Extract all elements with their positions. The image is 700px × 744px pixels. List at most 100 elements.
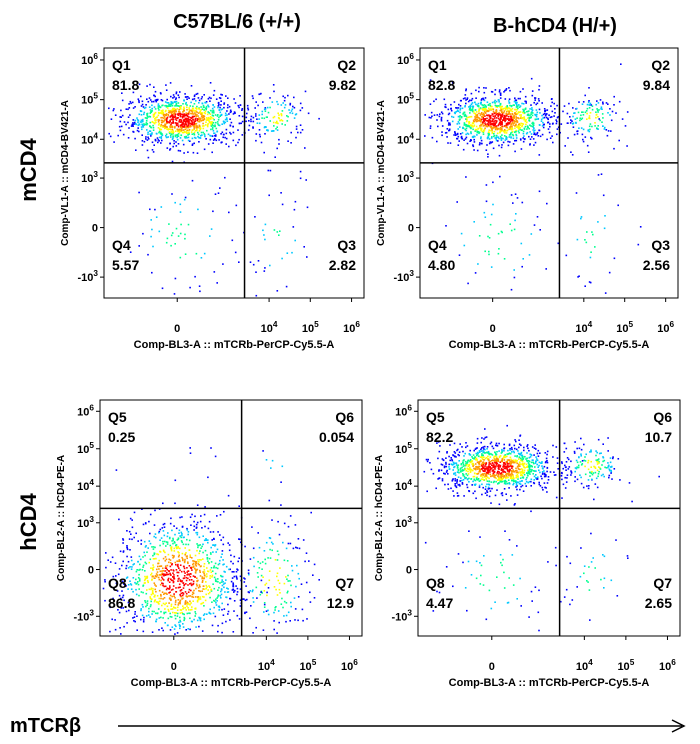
- event-dot: [214, 137, 216, 140]
- event-dot: [522, 258, 524, 260]
- event-dot: [596, 127, 598, 129]
- event-dot: [274, 609, 276, 611]
- event-dot: [505, 125, 507, 128]
- event-dot: [551, 101, 553, 104]
- event-dot: [255, 586, 258, 589]
- event-dot: [251, 526, 253, 528]
- event-dot: [128, 127, 130, 129]
- event-dot: [567, 458, 570, 461]
- event-dot: [203, 252, 206, 255]
- event-dot: [169, 148, 172, 150]
- event-dot: [246, 104, 249, 107]
- event-dot: [189, 603, 191, 606]
- event-dot: [143, 140, 146, 143]
- event-dot: [294, 113, 297, 116]
- event-dot: [172, 116, 174, 119]
- event-dot: [495, 117, 498, 119]
- event-dot: [474, 116, 476, 118]
- event-dot: [175, 527, 178, 530]
- event-dot: [171, 114, 173, 116]
- event-dot: [496, 445, 499, 447]
- event-dot: [195, 562, 198, 565]
- event-dot: [175, 599, 177, 602]
- event-dot: [289, 103, 291, 106]
- event-dot: [447, 473, 449, 475]
- event-dot: [228, 568, 230, 571]
- event-dot: [516, 475, 518, 478]
- event-dot: [524, 95, 527, 98]
- event-dot: [241, 108, 244, 110]
- event-dot: [447, 483, 449, 486]
- event-dot: [164, 118, 167, 121]
- event-dot: [140, 126, 143, 128]
- event-dot: [508, 122, 510, 125]
- event-dot: [161, 116, 164, 119]
- x-tick-label: 105: [302, 320, 319, 335]
- event-dot: [528, 468, 531, 470]
- event-dot: [543, 482, 546, 484]
- event-dot: [104, 599, 106, 602]
- event-dot: [478, 118, 481, 120]
- event-dot: [112, 597, 114, 600]
- event-dot: [137, 581, 139, 583]
- event-dot: [488, 138, 491, 140]
- event-dot: [158, 617, 161, 619]
- event-dot: [448, 455, 450, 458]
- event-dot: [457, 135, 460, 138]
- quadrant-name: Q4: [428, 237, 447, 253]
- event-dot: [241, 120, 244, 123]
- event-dot: [430, 468, 433, 471]
- event-dot: [151, 110, 153, 112]
- event-dot: [456, 465, 459, 467]
- event-dot: [462, 469, 465, 471]
- event-dot: [175, 145, 178, 147]
- event-dot: [511, 120, 513, 122]
- event-dot: [223, 570, 225, 573]
- event-dot: [515, 440, 517, 443]
- event-dot: [188, 107, 190, 109]
- event-dot: [151, 592, 154, 595]
- event-dot: [263, 611, 265, 613]
- event-dot: [175, 124, 178, 127]
- event-dot: [267, 587, 270, 589]
- event-dot: [548, 114, 550, 116]
- event-dot: [488, 129, 490, 131]
- event-dot: [203, 111, 206, 114]
- event-dot: [142, 620, 145, 623]
- event-dot: [121, 590, 123, 592]
- event-dot: [491, 132, 494, 134]
- event-dot: [177, 129, 179, 131]
- event-dot: [541, 102, 543, 104]
- event-dots: [424, 63, 642, 294]
- event-dot: [563, 105, 566, 107]
- event-dot: [466, 478, 469, 480]
- event-dot: [171, 626, 174, 628]
- event-dot: [527, 110, 529, 113]
- event-dot: [196, 585, 198, 587]
- event-dot: [497, 478, 500, 481]
- event-dot: [510, 469, 513, 472]
- event-dot: [209, 134, 211, 137]
- event-dot: [170, 136, 172, 138]
- event-dot: [607, 112, 609, 114]
- event-dot: [196, 92, 199, 95]
- event-dot: [232, 562, 234, 565]
- event-dot: [155, 601, 158, 603]
- event-dot: [445, 461, 447, 464]
- event-dot: [169, 615, 172, 618]
- event-dot: [471, 463, 474, 465]
- event-dot: [188, 565, 191, 567]
- event-dot: [457, 464, 460, 466]
- event-dot: [538, 85, 541, 87]
- event-dot: [489, 120, 491, 122]
- event-dot: [535, 477, 537, 479]
- event-dot: [152, 245, 154, 248]
- event-dot: [144, 561, 147, 564]
- event-dot: [482, 106, 484, 109]
- event-dot: [211, 570, 214, 572]
- event-dot: [204, 525, 206, 528]
- event-dot: [220, 581, 223, 583]
- event-dot: [127, 137, 130, 139]
- event-dot: [164, 574, 167, 576]
- event-dot: [497, 473, 500, 475]
